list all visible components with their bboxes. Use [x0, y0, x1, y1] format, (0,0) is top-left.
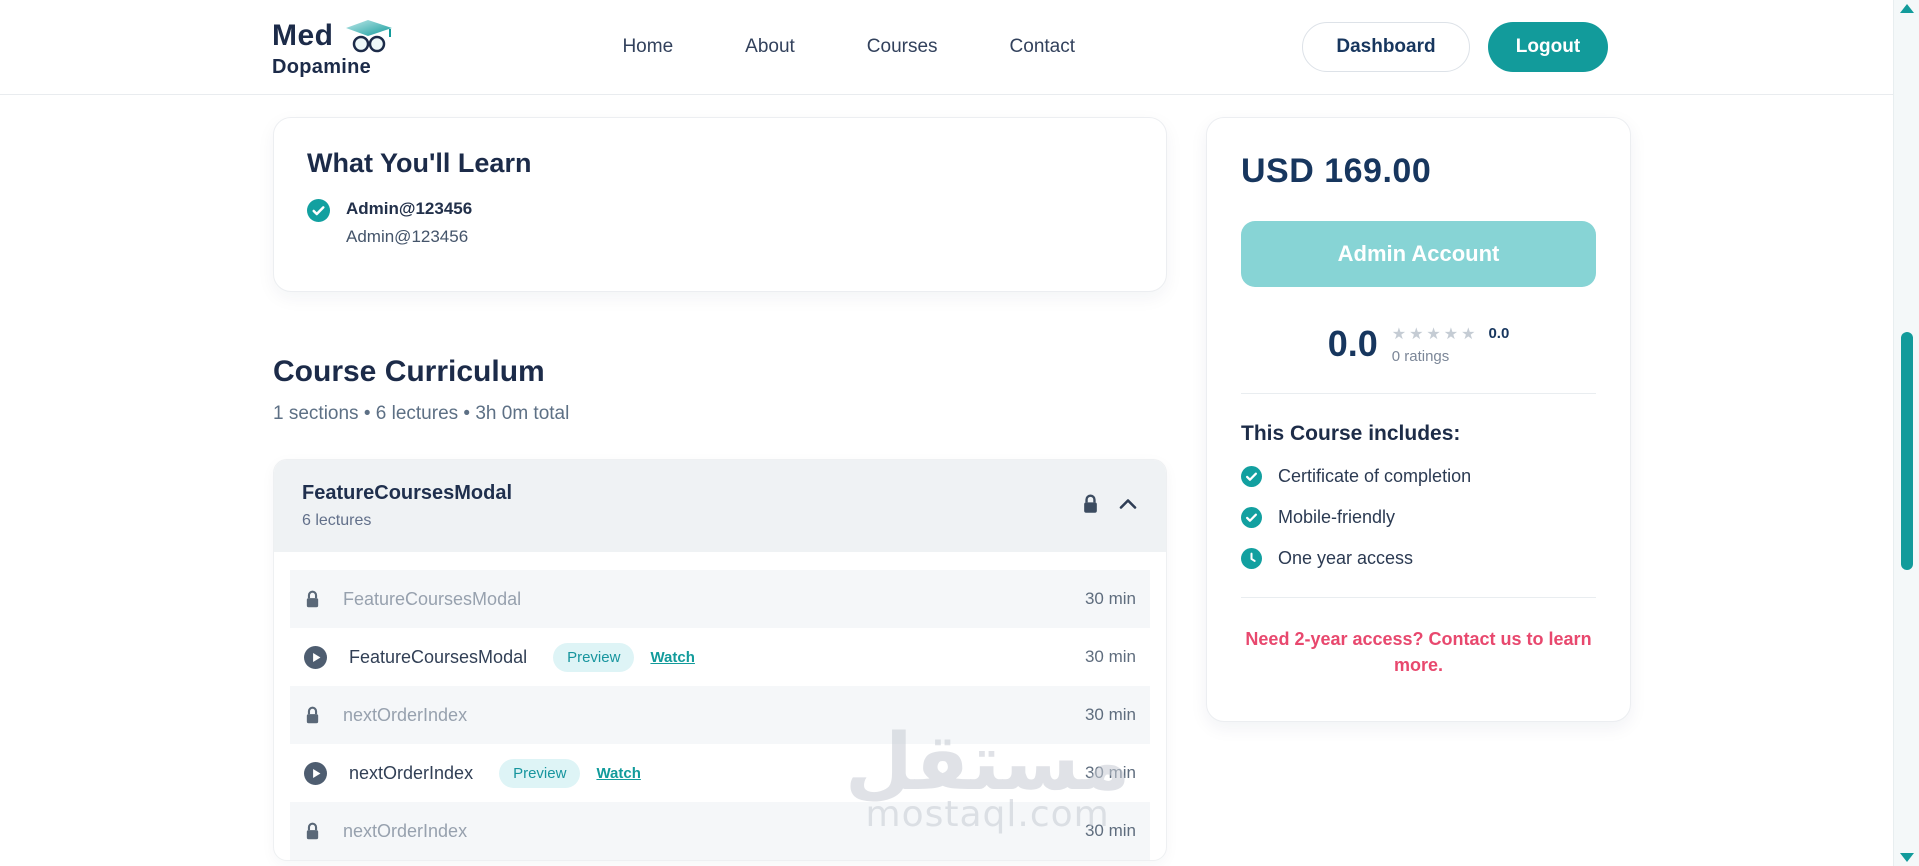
lecture-title: FeatureCoursesModal: [349, 646, 528, 667]
dashboard-button[interactable]: Dashboard: [1301, 22, 1470, 72]
includes-label: Mobile-friendly: [1278, 507, 1396, 527]
includes-item: Certificate of completion: [1241, 466, 1596, 487]
rating-value: 0.0: [1327, 323, 1378, 364]
purchase-card: USD 169.00 Admin Account 0.0 ★★★★★ 0.0 0…: [1206, 117, 1631, 722]
lock-icon: [304, 821, 321, 842]
lecture-title: nextOrderIndex: [349, 762, 474, 783]
lock-icon: [304, 705, 321, 726]
main-content: What You'll Learn Admin@123456 Admin@123…: [0, 95, 1919, 861]
includes-label: Certificate of completion: [1278, 466, 1472, 486]
scrollbar-thumb[interactable]: [1901, 332, 1913, 570]
learn-item-subtitle: Admin@123456: [346, 227, 469, 246]
section-title: FeatureCoursesModal: [302, 482, 513, 504]
section-header[interactable]: FeatureCoursesModal 6 lectures: [274, 460, 1166, 552]
lecture-duration: 30 min: [1084, 705, 1136, 724]
section-lecture-count: 6 lectures: [302, 512, 372, 529]
lecture-row: FeatureCoursesModal 30 min: [290, 570, 1150, 628]
watch-link[interactable]: Watch: [596, 764, 641, 782]
check-circle-icon: [1241, 507, 1262, 528]
divider: [1241, 393, 1596, 394]
lecture-duration: 30 min: [1084, 821, 1136, 840]
includes-list: Certificate of completion Mobile-friendl…: [1241, 466, 1596, 569]
price: USD 169.00: [1241, 152, 1432, 190]
star-rating-icons: ★★★★★: [1391, 325, 1479, 343]
admin-account-button[interactable]: Admin Account: [1241, 221, 1596, 287]
includes-title: This Course includes:: [1241, 422, 1461, 445]
rating-count: 0 ratings: [1391, 347, 1450, 365]
learn-card-title: What You'll Learn: [307, 148, 532, 178]
includes-item: Mobile-friendly: [1241, 507, 1596, 528]
play-icon: [304, 645, 327, 669]
curriculum-title: Course Curriculum: [273, 355, 545, 388]
lecture-duration: 30 min: [1084, 589, 1136, 608]
includes-item: One year access: [1241, 548, 1596, 569]
lecture-row: nextOrderIndex 30 min: [290, 802, 1150, 860]
logo-graduation-glasses-icon: [345, 20, 392, 53]
logo[interactable]: Med Dopamine: [272, 17, 396, 77]
logo-text-dopamine: Dopamine: [272, 56, 372, 78]
divider: [1241, 597, 1596, 598]
learn-item-title: Admin@123456: [346, 199, 473, 218]
navbar: Med Dopamine Home About Courses Contact: [0, 0, 1893, 95]
includes-label: One year access: [1278, 548, 1414, 568]
rating-value-small: 0.0: [1488, 325, 1510, 342]
lecture-row: FeatureCoursesModal Preview Watch 30 min: [290, 628, 1150, 686]
nav-actions: Dashboard Logout: [1301, 22, 1608, 72]
lecture-row: nextOrderIndex 30 min: [290, 686, 1150, 744]
scroll-up-arrow-icon[interactable]: [1900, 4, 1914, 13]
watch-link[interactable]: Watch: [650, 648, 695, 666]
logo-text-med: Med: [272, 19, 334, 52]
chevron-up-icon[interactable]: [1118, 497, 1138, 516]
what-youll-learn-card: What You'll Learn Admin@123456 Admin@123…: [273, 117, 1167, 292]
scroll-down-arrow-icon[interactable]: [1900, 853, 1914, 862]
check-circle-icon: [1241, 466, 1262, 487]
play-icon: [304, 761, 327, 785]
nav-link-courses[interactable]: Courses: [866, 36, 938, 57]
content-column: What You'll Learn Admin@123456 Admin@123…: [273, 117, 1167, 861]
lock-icon: [1081, 493, 1100, 520]
nav-link-home[interactable]: Home: [622, 36, 674, 57]
nav-link-about[interactable]: About: [745, 36, 795, 57]
nav-link-contact[interactable]: Contact: [1009, 36, 1076, 57]
lock-icon: [304, 589, 321, 610]
check-circle-icon: [307, 199, 330, 222]
preview-badge: Preview: [553, 642, 635, 672]
lecture-title: FeatureCoursesModal: [343, 588, 522, 609]
learn-item: Admin@123456 Admin@123456: [307, 199, 1133, 247]
nav-links: Home About Courses Contact: [622, 36, 1075, 58]
contact-note[interactable]: Need 2-year access? Contact us to learn …: [1245, 629, 1592, 676]
lecture-duration: 30 min: [1084, 763, 1136, 782]
clock-icon: [1241, 548, 1262, 569]
curriculum-summary: 1 sections • 6 lectures • 3h 0m total: [273, 403, 570, 424]
lecture-title: nextOrderIndex: [343, 704, 468, 725]
scrollbar[interactable]: [1893, 0, 1919, 866]
preview-badge: Preview: [499, 758, 581, 788]
lecture-title: nextOrderIndex: [343, 820, 468, 841]
lecture-row: nextOrderIndex Preview Watch 30 min: [290, 744, 1150, 802]
rating-summary: 0.0 ★★★★★ 0.0 0 ratings: [1241, 323, 1596, 365]
lecture-duration: 30 min: [1084, 647, 1136, 666]
logout-button[interactable]: Logout: [1487, 22, 1608, 72]
curriculum-section-card: FeatureCoursesModal 6 lectures: [273, 459, 1167, 861]
lecture-list: FeatureCoursesModal 30 min FeatureCourse…: [274, 552, 1166, 860]
